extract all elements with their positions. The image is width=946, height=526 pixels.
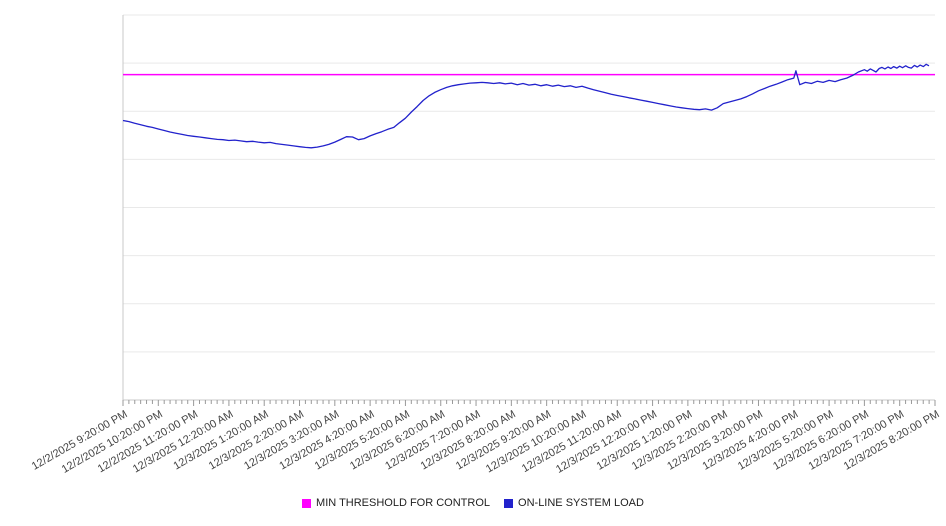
legend-item-min-threshold: MIN THRESHOLD FOR CONTROL bbox=[302, 497, 490, 509]
legend-item-system-load: ON-LINE SYSTEM LOAD bbox=[504, 497, 644, 509]
legend-swatch-system-load-icon bbox=[504, 498, 514, 508]
legend-label-system-load: ON-LINE SYSTEM LOAD bbox=[518, 497, 644, 509]
system-load-line bbox=[122, 63, 930, 149]
chart-legend: MIN THRESHOLD FOR CONTROL ON-LINE SYSTEM… bbox=[0, 497, 946, 509]
legend-label-min-threshold: MIN THRESHOLD FOR CONTROL bbox=[316, 497, 491, 509]
legend-swatch-min-threshold-icon bbox=[302, 498, 312, 508]
